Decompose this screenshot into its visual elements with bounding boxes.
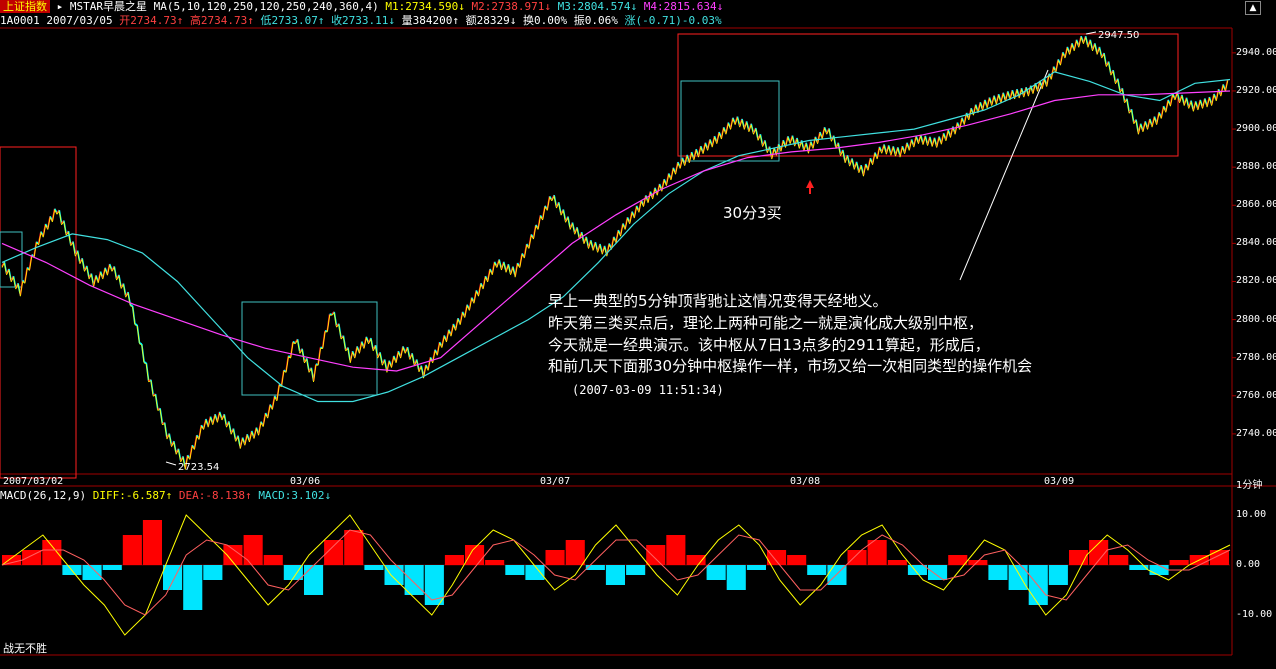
- low-mark-label: 2723.54: [178, 458, 219, 478]
- low-mark-line: [166, 462, 176, 465]
- macd-bar: [344, 530, 363, 565]
- y-tick-label-10: 2940.00: [1236, 47, 1276, 58]
- macd-bar: [1109, 555, 1128, 565]
- macd-bar: [525, 565, 544, 580]
- x-tick-label-2: 03/07: [540, 476, 570, 487]
- y-tick-label-3: 2800.00: [1236, 314, 1276, 325]
- y-tick-label-8: 2900.00: [1236, 123, 1276, 134]
- macd-bar: [1150, 565, 1169, 575]
- x-tick-label-0: 2007/03/02: [3, 476, 63, 487]
- macd-bar: [405, 565, 424, 595]
- high-mark-label: 2947.50: [1098, 26, 1139, 46]
- macd-bar: [707, 565, 726, 580]
- y-tick-label-5: 2840.00: [1236, 237, 1276, 248]
- macd-bar: [586, 565, 605, 570]
- macd-diff: DIFF:-6.587↑: [93, 489, 172, 502]
- annotation-timestamp: (2007-03-09 11:51:34): [572, 380, 724, 400]
- macd-bar: [123, 535, 142, 565]
- macd-bar: [848, 550, 867, 565]
- x-tick-label-4: 03/09: [1044, 476, 1074, 487]
- macd-bar: [143, 520, 162, 565]
- macd-bar: [646, 545, 665, 565]
- macd-bar: [244, 535, 263, 565]
- zhongshu-box-left: [0, 147, 76, 478]
- macd-bar: [626, 565, 645, 575]
- macd-y-tick-label-1: 0.00: [1236, 559, 1260, 570]
- macd-bar: [183, 565, 202, 610]
- macd-bar: [687, 555, 706, 565]
- macd-y-tick-label-0: 10.00: [1236, 509, 1266, 520]
- macd-bar: [787, 555, 806, 565]
- zhongshu-box-small: [681, 81, 779, 161]
- y-tick-label-6: 2860.00: [1236, 199, 1276, 210]
- macd-bar: [606, 565, 625, 585]
- macd-bar: [203, 565, 222, 580]
- macd-bar: [505, 565, 524, 575]
- y-tick-label-7: 2880.00: [1236, 161, 1276, 172]
- macd-bar: [988, 565, 1007, 580]
- y-tick-label-9: 2920.00: [1236, 85, 1276, 96]
- macd-header: MACD(26,12,9) DIFF:-6.587↑ DEA:-8.138↑ M…: [0, 489, 331, 503]
- footer-text: 战无不胜: [3, 640, 47, 656]
- macd-bar: [666, 535, 685, 565]
- macd-bar: [807, 565, 826, 575]
- macd-bar: [42, 540, 61, 565]
- macd-bar: [385, 565, 404, 585]
- macd-bar: [928, 565, 947, 580]
- price-layer: [2, 36, 1228, 469]
- x-tick-label-3: 03/08: [790, 476, 820, 487]
- macd-bar: [1029, 565, 1048, 605]
- macd-bar: [1049, 565, 1068, 585]
- period-label[interactable]: 1分钟: [1236, 476, 1262, 491]
- macd-y-tick-label-2: -10.00: [1236, 609, 1272, 620]
- macd-bar: [1009, 565, 1028, 590]
- y-tick-label-0: 2740.00: [1236, 428, 1276, 439]
- annotation-line-4: 和前几天下面那30分钟中枢操作一样，市场又给一次相同类型的操作机会: [548, 356, 1032, 376]
- macd-bar: [364, 565, 383, 570]
- annotation-line-1: 早上一典型的5分钟顶背驰让这情况变得天经地义。: [548, 291, 888, 311]
- macd-bar: [83, 565, 102, 580]
- y-tick-label-2: 2780.00: [1236, 352, 1276, 363]
- macd-bar: [948, 555, 967, 565]
- macd-value: MACD:3.102↓: [258, 489, 331, 502]
- macd-dea: DEA:-8.138↑: [179, 489, 252, 502]
- macd-layer: [2, 515, 1230, 635]
- macd-bar: [1170, 560, 1189, 565]
- macd-bar: [485, 560, 504, 565]
- y-tick-label-4: 2820.00: [1236, 275, 1276, 286]
- x-tick-label-1: 03/06: [290, 476, 320, 487]
- buy-point-label: 30分3买: [723, 203, 782, 223]
- macd-bar: [304, 565, 323, 595]
- macd-name[interactable]: MACD(26,12,9): [0, 489, 86, 502]
- macd-bar: [566, 540, 585, 565]
- macd-bar: [747, 565, 766, 570]
- y-tick-label-1: 2760.00: [1236, 390, 1276, 401]
- macd-bar: [445, 555, 464, 565]
- macd-bar: [727, 565, 746, 590]
- macd-bar: [264, 555, 283, 565]
- macd-bar: [888, 560, 907, 565]
- annotation-line-2: 昨天第三类买点后，理论上两种可能之一就是演化成大级别中枢，: [548, 313, 983, 333]
- annotation-line-3: 今天就是一经典演示。该中枢从7日13点多的2911算起，形成后，: [548, 335, 990, 355]
- macd-bar: [546, 550, 565, 565]
- macd-bar: [103, 565, 122, 570]
